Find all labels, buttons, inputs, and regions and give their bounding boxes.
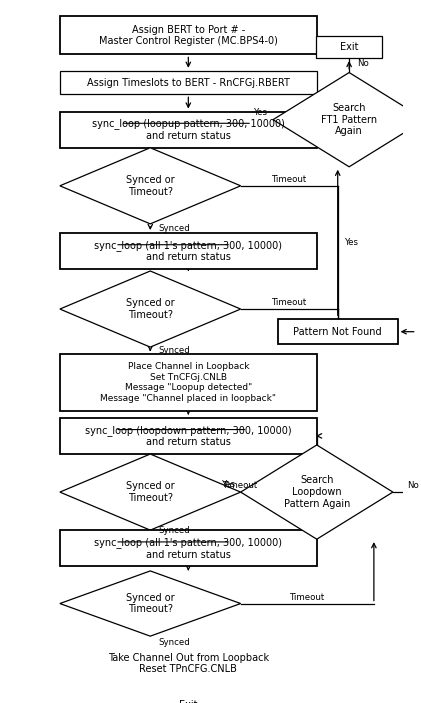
Text: No: No	[407, 482, 419, 490]
Text: Yes: Yes	[345, 238, 360, 247]
Text: Exit: Exit	[340, 42, 358, 52]
Text: Exit: Exit	[179, 700, 197, 703]
FancyBboxPatch shape	[155, 694, 221, 703]
Text: Synced: Synced	[158, 526, 189, 535]
FancyBboxPatch shape	[60, 16, 317, 54]
Text: sync_loop (loopdown pattern, 300, 10000)
and return status: sync_loop (loopdown pattern, 300, 10000)…	[85, 425, 292, 447]
Text: Assign Timeslots to BERT - RnCFGj.RBERT: Assign Timeslots to BERT - RnCFGj.RBERT	[87, 77, 290, 87]
FancyBboxPatch shape	[278, 319, 398, 344]
FancyBboxPatch shape	[60, 648, 317, 678]
Polygon shape	[60, 271, 241, 347]
FancyBboxPatch shape	[60, 71, 317, 94]
FancyBboxPatch shape	[60, 354, 317, 411]
Text: Assign BERT to Port # -
Master Control Register (MC.BPS4-0): Assign BERT to Port # - Master Control R…	[99, 25, 278, 46]
Text: Synced or
Timeout?: Synced or Timeout?	[126, 593, 175, 614]
Text: Timeout: Timeout	[223, 482, 258, 490]
Text: Synced or
Timeout?: Synced or Timeout?	[126, 298, 175, 320]
Text: Synced: Synced	[158, 638, 189, 647]
Text: Pattern Not Found: Pattern Not Found	[293, 327, 382, 337]
Polygon shape	[60, 454, 241, 530]
Text: No: No	[357, 59, 368, 68]
Text: sync_loop (all 1's pattern, 300, 10000)
and return status: sync_loop (all 1's pattern, 300, 10000) …	[94, 537, 282, 560]
FancyBboxPatch shape	[60, 112, 317, 148]
Polygon shape	[241, 445, 393, 539]
Polygon shape	[273, 72, 421, 167]
Text: Search
FT1 Pattern
Again: Search FT1 Pattern Again	[321, 103, 377, 136]
Text: Synced or
Timeout?: Synced or Timeout?	[126, 482, 175, 503]
Text: Timeout: Timeout	[272, 175, 307, 184]
Text: sync_loop (loopup pattern, 300, 10000)
and return status: sync_loop (loopup pattern, 300, 10000) a…	[92, 118, 285, 141]
Text: Yes: Yes	[222, 480, 236, 489]
Polygon shape	[60, 148, 241, 224]
Text: Yes: Yes	[254, 108, 268, 117]
Text: Synced or
Timeout?: Synced or Timeout?	[126, 175, 175, 197]
FancyBboxPatch shape	[316, 37, 382, 58]
Polygon shape	[60, 571, 241, 636]
Text: Take Channel Out from Loopback
Reset TPnCFG.CNLB: Take Channel Out from Loopback Reset TPn…	[108, 652, 269, 674]
Text: Synced: Synced	[158, 224, 189, 233]
Text: Place Channel in Loopback
Set TnCFGj.CNLB
Message "Loopup detected"
Message "Cha: Place Channel in Loopback Set TnCFGj.CNL…	[100, 362, 276, 403]
FancyBboxPatch shape	[60, 418, 317, 454]
FancyBboxPatch shape	[60, 530, 317, 567]
Text: sync_loop (all 1's pattern, 300, 10000)
and return status: sync_loop (all 1's pattern, 300, 10000) …	[94, 240, 282, 262]
Text: Search
Loopdown
Pattern Again: Search Loopdown Pattern Again	[284, 475, 350, 509]
Text: Timeout: Timeout	[290, 593, 325, 602]
FancyBboxPatch shape	[60, 233, 317, 269]
Text: Synced: Synced	[158, 347, 189, 355]
Text: Timeout: Timeout	[272, 298, 307, 307]
